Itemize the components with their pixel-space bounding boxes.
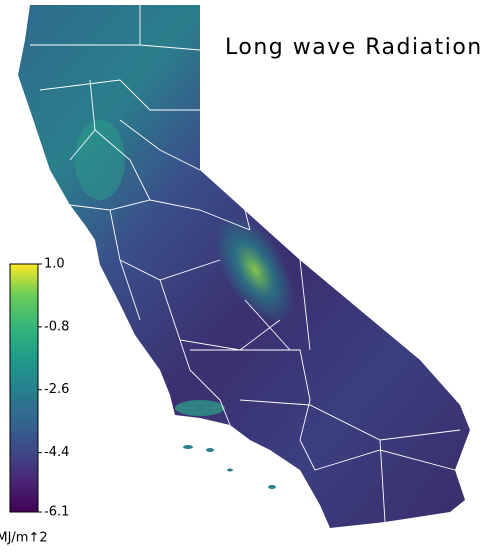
map-title: Long wave Radiation (225, 35, 483, 60)
colorbar-tick-label: 1.0 (44, 257, 65, 272)
coast-highlight (175, 400, 225, 416)
california-map (18, 5, 470, 528)
sierra-highlight (215, 215, 295, 325)
colorbar-tick-label: -2.6 (44, 382, 69, 397)
colorbar-tick-label: -6.1 (44, 505, 69, 520)
islands (183, 445, 276, 489)
colorbar-unit: MJ/m↑2 (0, 531, 48, 546)
valley-highlight (75, 120, 125, 200)
colorbar (9, 263, 39, 513)
colorbar-tick-label: -4.4 (44, 445, 69, 460)
county-lines (30, 5, 461, 523)
colorbar-tick-label: -0.8 (44, 319, 69, 334)
